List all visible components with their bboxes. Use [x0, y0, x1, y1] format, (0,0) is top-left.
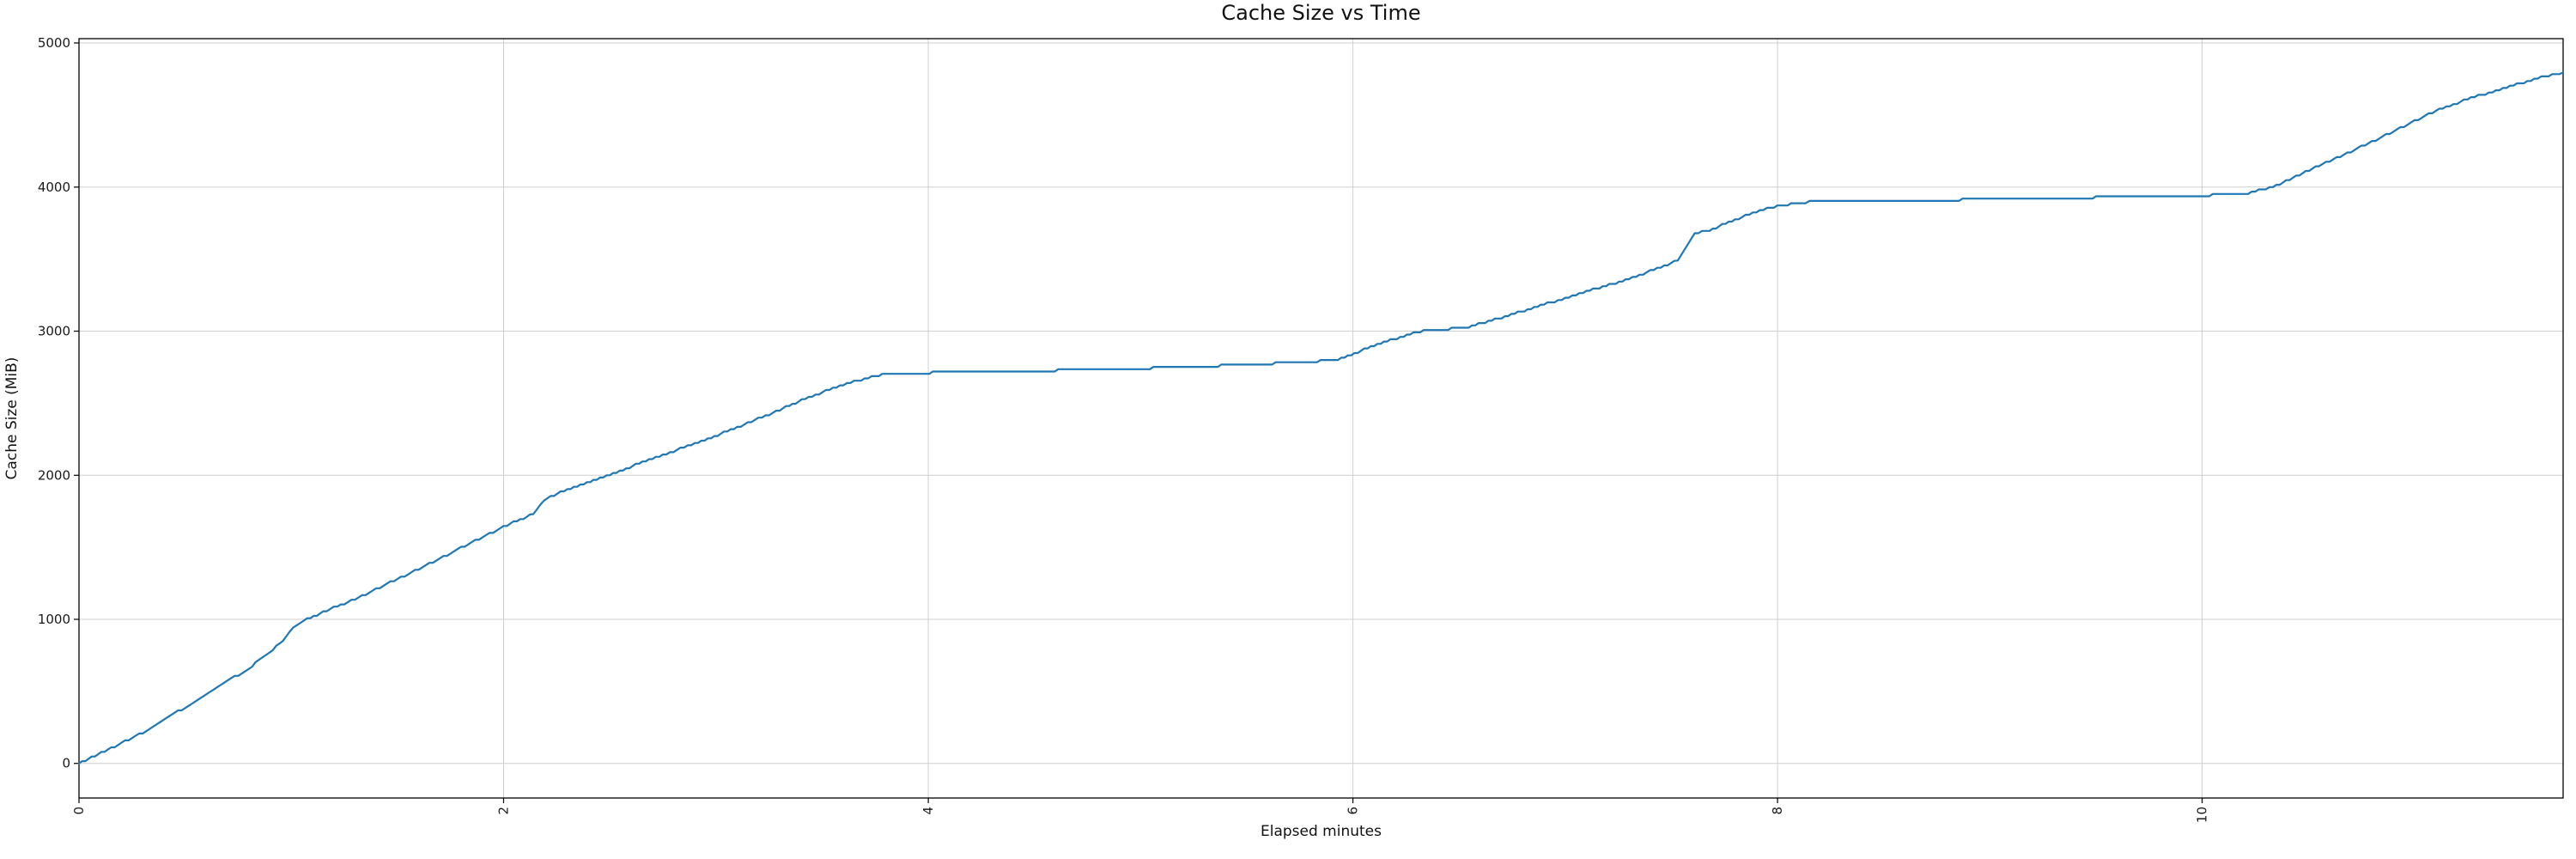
x-axis-label: Elapsed minutes: [1261, 823, 1382, 840]
cache-size-line: [77, 71, 2565, 765]
x-tick-label: 8: [1770, 807, 1785, 815]
x-tick-label: 6: [1346, 807, 1361, 815]
axes-spines: [78, 38, 2564, 799]
y-tick-label: 1000: [38, 612, 70, 627]
x-tick-label: 0: [71, 807, 87, 815]
chart-title: Cache Size vs Time: [1221, 1, 1421, 25]
y-tick-label: 3000: [38, 324, 70, 339]
y-tick-label: 4000: [38, 180, 70, 195]
x-tick-label: 4: [920, 807, 936, 815]
gridlines: [78, 39, 2563, 798]
axis-ticks: 0 1000 2000 3000 4000 5000 0 2 4 6 8 10: [38, 35, 2210, 823]
x-tick-label: 10: [2195, 807, 2210, 823]
x-tick-label: 2: [496, 807, 512, 815]
y-tick-label: 5000: [38, 35, 70, 51]
y-tick-label: 0: [62, 756, 70, 771]
y-tick-label: 2000: [38, 467, 70, 483]
